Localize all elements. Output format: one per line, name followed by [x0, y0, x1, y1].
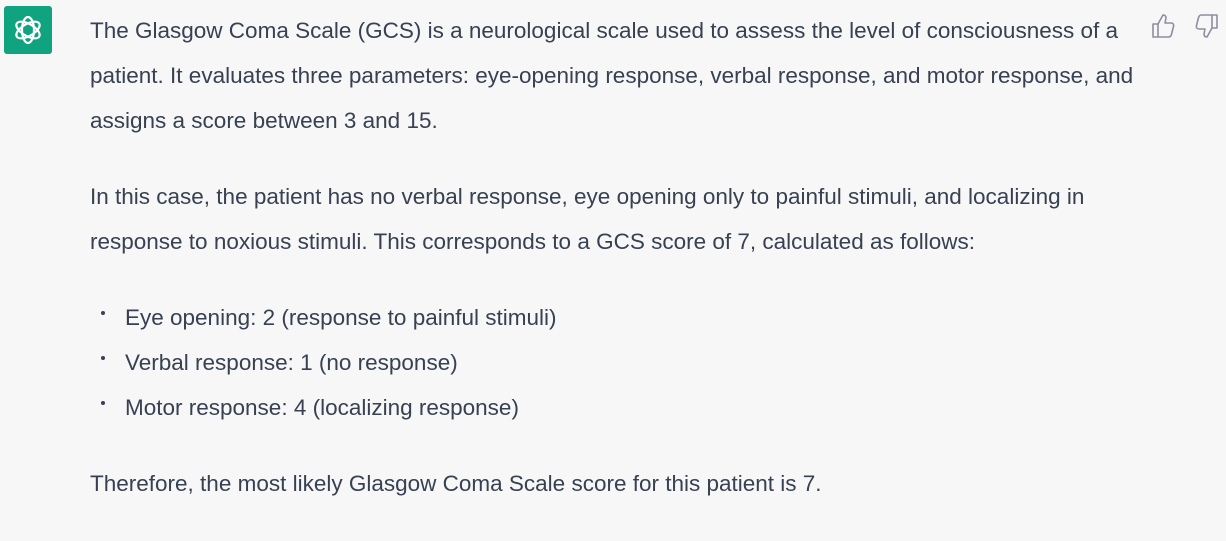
thumbs-up[interactable] [1152, 14, 1175, 38]
message-content: The Glasgow Coma Scale (GCS) is a neurol… [90, 8, 1135, 537]
logo [15, 15, 41, 45]
list-item: Motor response: 4 (localizing response) [90, 385, 1135, 430]
bullet-list: Eye opening: 2 (response to painful stim… [90, 295, 1135, 430]
paragraph: In this case, the patient has no verbal … [90, 184, 1085, 254]
list-item: Verbal response: 1 (no response) [90, 340, 1135, 385]
assistant-avatar [4, 6, 52, 54]
thumbs-down[interactable] [1195, 14, 1218, 38]
paragraph: Therefore, the most likely Glasgow Coma … [90, 471, 822, 496]
list-item: Eye opening: 2 (response to painful stim… [90, 295, 1135, 340]
feedback-actions [1152, 14, 1218, 38]
paragraph: The Glasgow Coma Scale (GCS) is a neurol… [90, 18, 1134, 133]
